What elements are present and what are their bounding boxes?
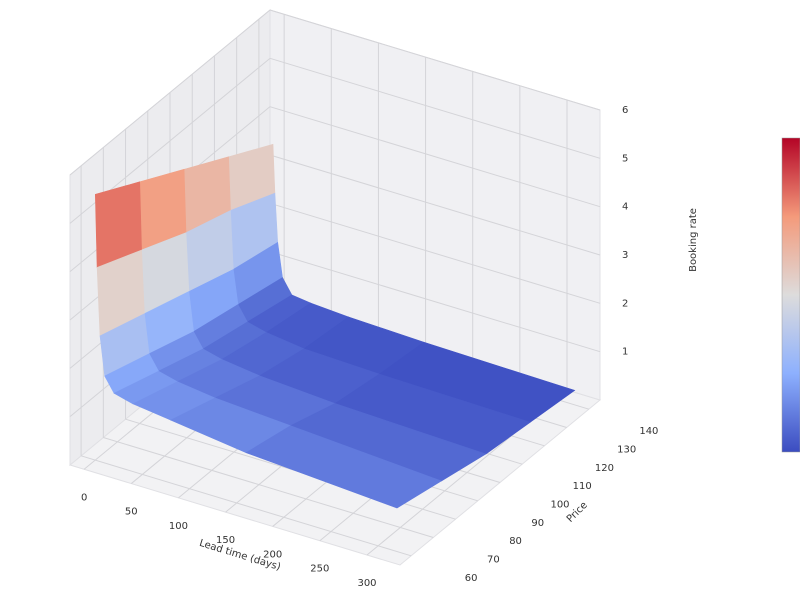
grid-line	[69, 9, 271, 176]
z-tick-label: 5	[622, 153, 628, 164]
x-tick-label: 0	[81, 492, 87, 503]
grid-line	[269, 251, 601, 353]
x-tick-label: 50	[125, 507, 138, 518]
z-tick-label: 1	[622, 347, 628, 358]
grid-line	[269, 202, 601, 304]
grid-line	[269, 57, 601, 159]
grid-line	[80, 455, 412, 557]
y-tick-label: 130	[617, 445, 636, 456]
y-tick-label: 90	[531, 518, 544, 529]
colorbar	[781, 137, 800, 453]
y-tick-label: 120	[595, 463, 614, 474]
y-tick-label: 110	[573, 481, 592, 492]
y-tick-label: 70	[487, 555, 500, 566]
surface-facet	[245, 425, 443, 509]
x-tick-label: 250	[310, 564, 329, 575]
x-tick-label: 150	[216, 535, 235, 546]
z-tick-label: 6	[622, 105, 628, 116]
x-tick-label: 100	[169, 521, 188, 532]
z-tick-label: 4	[622, 202, 628, 213]
z-axis-label: Booking rate	[688, 208, 699, 272]
z-tick-label: 3	[622, 250, 628, 261]
z-tick-label: 2	[622, 298, 628, 309]
surface	[94, 143, 576, 509]
x-tick-label: 300	[357, 578, 376, 589]
grid-line	[269, 154, 601, 256]
y-tick-label: 140	[639, 426, 658, 437]
grid-line	[269, 9, 601, 111]
y-tick-label: 60	[465, 573, 478, 584]
x-tick-label: 200	[263, 549, 282, 560]
y-tick-label: 80	[509, 536, 522, 547]
y-tick-label: 100	[550, 500, 569, 511]
grid-line	[103, 437, 434, 538]
grid-line	[269, 106, 601, 208]
